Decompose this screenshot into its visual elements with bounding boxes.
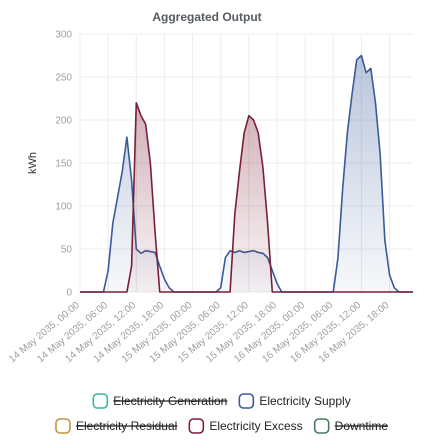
legend-label[interactable]: Electricity Supply [259, 394, 350, 408]
legend-item-electricity-excess[interactable]: Electricity Excess [188, 418, 303, 434]
chart-title: Aggregated Output [152, 10, 261, 24]
legend-swatch[interactable] [55, 418, 71, 434]
legend-item-downtime[interactable]: Downtime [313, 418, 389, 434]
y-axis-label: kWh [27, 152, 39, 174]
legend-swatch[interactable] [92, 393, 109, 409]
legend-label[interactable]: Electricity Excess [209, 419, 302, 433]
legend-swatch[interactable] [238, 393, 255, 409]
series-area-electricity-supply [80, 55, 413, 292]
y-tick-label: 150 [55, 159, 72, 170]
legend-swatch[interactable] [313, 418, 330, 434]
legend-item-electricity-residual[interactable]: Electricity Residual [55, 418, 177, 434]
y-tick-label: 100 [55, 202, 72, 213]
y-tick-label: 200 [55, 116, 72, 127]
series-area-electricity-excess [80, 102, 413, 292]
y-tick-label: 50 [61, 245, 73, 256]
y-tick-label: 300 [55, 30, 72, 41]
series-line-electricity-excess [80, 102, 413, 293]
legend-swatch[interactable] [188, 418, 205, 434]
y-tick-label: 250 [55, 73, 72, 84]
legend-item-electricity-supply[interactable]: Electricity Supply [238, 393, 351, 409]
y-tick-label: 0 [66, 288, 72, 299]
legend-item-electricity-generation[interactable]: Electricity Generation [92, 393, 228, 409]
